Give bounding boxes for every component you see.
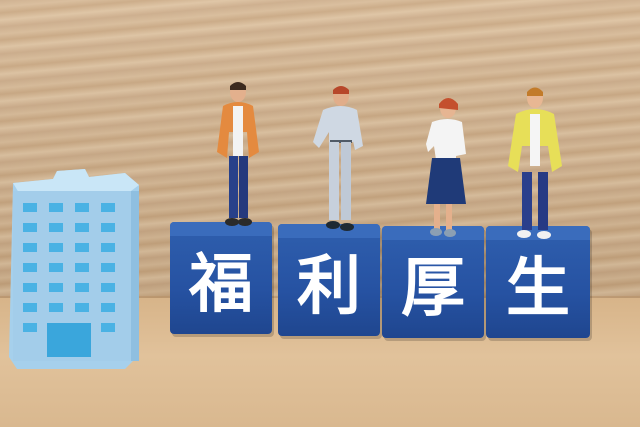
building-model [9, 169, 139, 369]
block-char: 生 [506, 252, 570, 326]
figure-yellow-jacket [508, 87, 562, 239]
figure-navy-skirt [426, 98, 466, 237]
kanji-block-3: 厚 [382, 226, 484, 338]
figure-orange-jacket [217, 82, 259, 226]
block-char: 利 [297, 250, 361, 324]
block-char: 福 [189, 248, 253, 322]
kanji-block-4: 生 [486, 226, 590, 338]
kanji-block-2: 利 [278, 224, 380, 336]
block-top [278, 224, 380, 238]
kanji-block-1: 福 [170, 222, 272, 334]
figure-white-uniform [313, 86, 363, 231]
block-char: 厚 [401, 252, 465, 326]
